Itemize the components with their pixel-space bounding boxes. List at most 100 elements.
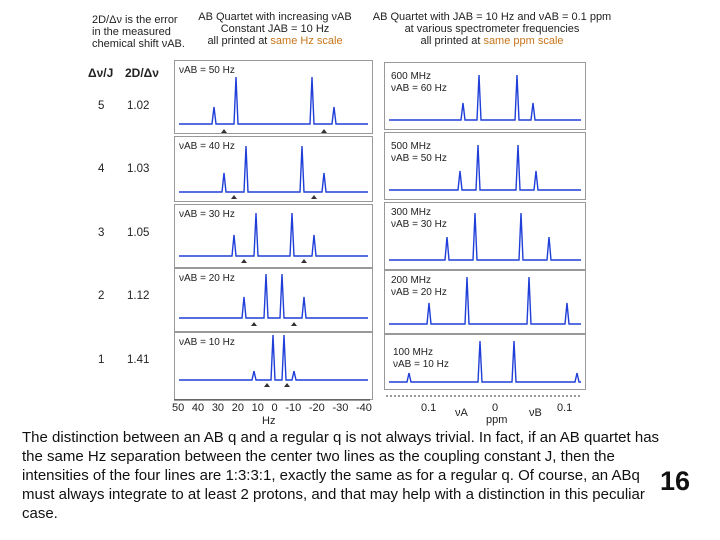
ppm-tick: 0.1 <box>557 402 573 414</box>
panel-label-frequency: 200 MHz <box>391 275 432 286</box>
spectrum-plot <box>179 334 368 387</box>
ppm-spectrum-panel: 600 MHz νAB = 60 Hz <box>384 62 586 130</box>
error-value: 1.41 <box>127 354 150 366</box>
hz-tick: 50 <box>172 402 185 414</box>
marker-a <box>231 195 237 199</box>
hz-scale-header: AB Quartet with increasing νAB Constant … <box>180 11 370 47</box>
ppm-header-prefix: all printed at <box>420 35 484 47</box>
error-value: 1.12 <box>127 290 150 302</box>
marker-b <box>284 383 290 387</box>
hz-tick: -10 <box>285 402 302 414</box>
panel-label-frequency: 300 MHz <box>391 207 432 218</box>
ppm-header-highlight: same ppm scale <box>483 35 564 47</box>
page-number: 16 <box>660 466 691 496</box>
ppm-spectrum-panel: 500 MHz νAB = 50 Hz <box>384 132 586 200</box>
hz-tick: -20 <box>308 402 325 414</box>
ppm-scale-header: AB Quartet with JAB = 10 Hz and νAB = 0.… <box>372 11 612 47</box>
hz-tick: 10 <box>251 402 264 414</box>
spectrum-plot <box>179 145 368 199</box>
ppm-tick: 0 <box>492 402 499 414</box>
caption-text: The distinction between an AB q and a re… <box>22 429 660 522</box>
spectrum-plot <box>389 144 581 191</box>
ratio-value: 1 <box>98 354 105 366</box>
error-explanation-line: chemical shift νAB. <box>92 38 185 50</box>
spectrum-plot <box>389 276 581 325</box>
spectrum-trace <box>389 340 581 383</box>
hz-axis-ticks: 50 40 30 20 10 0 -10 -20 -30 -40 <box>172 402 372 414</box>
spectrum-plot <box>179 212 368 263</box>
panel-label-nuab: νAB = 30 Hz <box>391 219 447 230</box>
hz-tick: -30 <box>332 402 349 414</box>
error-column-header: 2D/Δν <box>125 66 159 80</box>
ppm-header-line2: at various spectrometer frequencies <box>404 23 580 35</box>
hz-spectrum-panel: νAB = 10 Hz <box>174 332 373 400</box>
error-value: 1.03 <box>127 163 150 175</box>
ppm-spectrum-panel: 100 MHz νAB = 10 Hz <box>384 334 586 390</box>
hz-tick: 0 <box>271 402 278 414</box>
hz-tick: -40 <box>356 402 372 414</box>
hz-header-highlight: same Hz scale <box>270 35 343 47</box>
ppm-spectrum-panel: 200 MHz νAB = 20 Hz <box>384 270 586 334</box>
hz-spectrum-panel: νAB = 30 Hz <box>174 204 373 268</box>
error-explanation-line: in the measured <box>92 26 171 38</box>
ppm-axis-line <box>386 395 582 397</box>
panel-label-nuab: νAB = 60 Hz <box>391 83 447 94</box>
marker-b <box>321 129 327 133</box>
marker-b <box>301 259 307 263</box>
spectrum-trace <box>179 76 368 125</box>
panel-label-nuab: νAB = 10 Hz <box>393 359 449 370</box>
hz-spectrum-panel: νAB = 40 Hz <box>174 136 373 202</box>
ratio-value: 3 <box>98 227 105 239</box>
marker-a <box>241 259 247 263</box>
panel-label: νAB = 10 Hz <box>179 337 235 348</box>
ppm-spectrum-panel: 300 MHz νAB = 30 Hz <box>384 202 586 270</box>
error-value: 1.05 <box>127 227 150 239</box>
ppm-header-line1: AB Quartet with JAB = 10 Hz and νAB = 0.… <box>372 11 612 23</box>
spectrum-plot <box>389 340 581 383</box>
panel-label: νAB = 40 Hz <box>179 141 235 152</box>
spectrum-trace <box>389 144 581 191</box>
ppm-tick: 0.1 <box>421 402 437 414</box>
panel-label-nuab: νAB = 50 Hz <box>391 153 447 164</box>
spectrum-plot <box>389 74 581 121</box>
hz-tick: 20 <box>231 402 244 414</box>
panel-label: νAB = 50 Hz <box>179 65 235 76</box>
spectrum-plot <box>389 212 581 261</box>
panel-label: νAB = 20 Hz <box>179 273 235 284</box>
error-explanation: 2D/Δν is the error in the measured chemi… <box>92 14 185 50</box>
panel-label-frequency: 500 MHz <box>391 141 432 152</box>
spectrum-trace <box>389 212 581 261</box>
hz-spectrum-panel: νAB = 20 Hz <box>174 268 373 332</box>
ratio-value: 5 <box>98 100 105 112</box>
ppm-axis-unit: ppm <box>486 414 508 426</box>
hz-tick: 40 <box>191 402 205 414</box>
spectrum-trace <box>179 273 368 319</box>
ratio-column-header: Δν/J <box>88 66 114 80</box>
marker-a <box>264 383 270 387</box>
marker-a <box>221 129 227 133</box>
hz-header-line3: all printed at same Hz scale <box>180 35 370 47</box>
nu-b-label: νB <box>529 407 542 419</box>
ratio-value: 2 <box>98 290 105 302</box>
hz-header-line1: AB Quartet with increasing νAB <box>198 11 352 23</box>
hz-axis-line <box>174 399 370 401</box>
spectrum-trace <box>389 74 581 121</box>
error-value: 1.02 <box>127 100 150 112</box>
panel-label-nuab: νAB = 20 Hz <box>391 287 447 298</box>
spectrum-plot <box>179 273 368 326</box>
spectrum-plot <box>179 76 368 133</box>
ratio-value: 4 <box>98 163 105 175</box>
hz-axis-unit: Hz <box>262 415 276 427</box>
panel-label-frequency: 100 MHz <box>393 347 434 358</box>
marker-b <box>291 322 297 326</box>
error-explanation-line: 2D/Δν is the error <box>92 14 178 26</box>
spectrum-trace <box>389 276 581 325</box>
spectrum-trace <box>179 212 368 257</box>
hz-header-line2: Constant JAB = 10 Hz <box>220 23 330 35</box>
hz-header-prefix: all printed at <box>207 35 271 47</box>
spectrum-trace <box>179 334 368 381</box>
marker-b <box>311 195 317 199</box>
hz-tick: 30 <box>211 402 225 414</box>
panel-label-frequency: 600 MHz <box>391 71 432 82</box>
ppm-header-line3: all printed at same ppm scale <box>372 35 612 47</box>
